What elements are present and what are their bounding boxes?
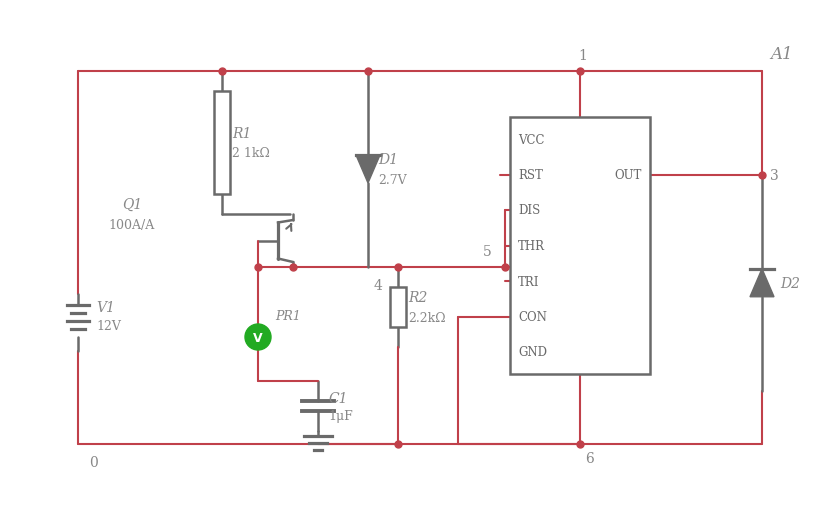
Text: A1: A1 [770, 45, 793, 63]
Text: OUT: OUT [615, 168, 642, 182]
Text: D1: D1 [378, 153, 398, 166]
Text: D2: D2 [780, 276, 800, 290]
Text: V: V [253, 331, 263, 344]
Text: R1: R1 [232, 126, 252, 140]
Text: C1: C1 [328, 391, 347, 405]
Bar [390, 288, 406, 327]
Text: 0: 0 [88, 455, 97, 469]
Text: GND: GND [518, 346, 547, 359]
Text: VCC: VCC [518, 133, 545, 146]
Text: 5: 5 [482, 244, 491, 259]
Text: Q1: Q1 [122, 197, 142, 212]
Text: 3: 3 [770, 168, 779, 182]
Text: 12V: 12V [96, 320, 121, 333]
Text: 4: 4 [374, 278, 383, 293]
Text: 100A/A: 100A/A [109, 218, 155, 231]
Text: PR1: PR1 [275, 309, 301, 322]
Circle shape [245, 324, 271, 350]
Text: DIS: DIS [518, 204, 541, 217]
Polygon shape [356, 156, 380, 184]
Text: 2 1kΩ: 2 1kΩ [232, 147, 270, 160]
Text: THR: THR [518, 240, 545, 252]
Text: V1: V1 [96, 300, 115, 315]
Text: RST: RST [518, 168, 543, 182]
Polygon shape [750, 269, 774, 297]
Bar [214, 92, 230, 194]
Text: R2: R2 [408, 291, 427, 304]
Text: 2.7V: 2.7V [378, 173, 407, 186]
Text: CON: CON [518, 310, 547, 323]
Text: TRI: TRI [518, 275, 540, 288]
Text: 1μF: 1μF [328, 410, 352, 422]
Text: 6: 6 [585, 451, 594, 465]
Text: 2.2kΩ: 2.2kΩ [408, 311, 446, 324]
Text: 1: 1 [579, 49, 587, 63]
Bar [510, 118, 650, 374]
